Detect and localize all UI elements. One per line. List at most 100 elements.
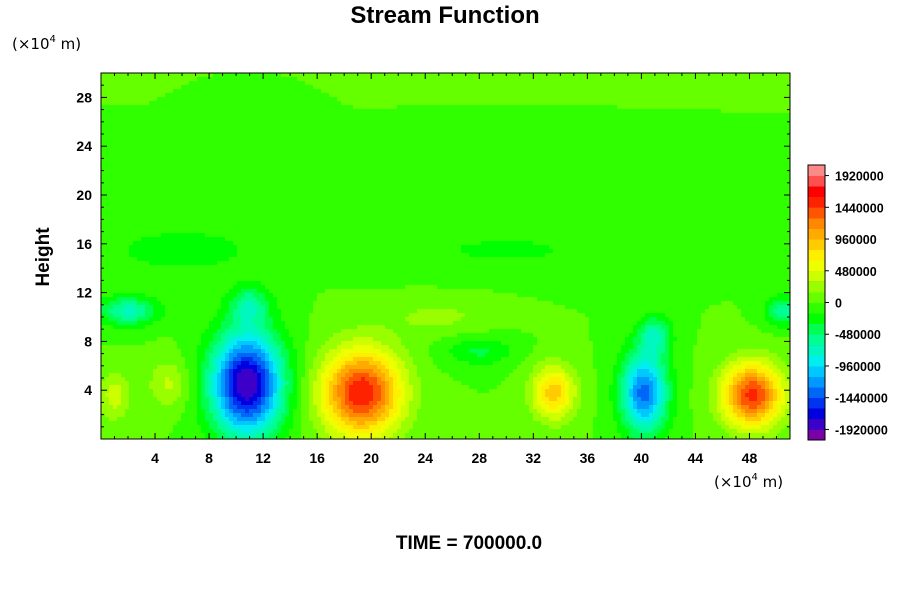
heat-cell: [221, 121, 226, 126]
heat-cell: [397, 97, 402, 102]
heat-cell: [729, 73, 734, 78]
heat-cell: [109, 89, 114, 94]
heat-cell: [549, 137, 554, 142]
heat-cell: [429, 105, 434, 110]
heat-cell: [773, 89, 778, 94]
heat-cell: [165, 125, 170, 130]
heat-cell: [477, 185, 482, 190]
heat-cell: [625, 185, 630, 190]
heat-cell: [649, 97, 654, 102]
heat-cell: [181, 165, 186, 170]
heat-cell: [473, 165, 478, 170]
heat-cell: [305, 185, 310, 190]
heat-cell: [397, 169, 402, 174]
heat-cell: [305, 77, 310, 82]
heat-cell: [357, 105, 362, 110]
heat-cell: [485, 113, 490, 118]
heat-cell: [689, 141, 694, 146]
heat-cell: [189, 165, 194, 170]
heat-cell: [541, 137, 546, 142]
heat-cell: [121, 161, 126, 166]
heat-cell: [737, 149, 742, 154]
heat-cell: [785, 157, 790, 162]
heat-cell: [241, 121, 246, 126]
heat-cell: [493, 161, 498, 166]
heat-cell: [357, 77, 362, 82]
heat-cell: [501, 145, 506, 150]
heat-cell: [433, 93, 438, 98]
heat-cell: [685, 141, 690, 146]
heat-cell: [241, 129, 246, 134]
heat-cell: [689, 145, 694, 150]
heat-cell: [609, 145, 614, 150]
heat-cell: [421, 109, 426, 114]
heat-cell: [617, 129, 622, 134]
heat-cell: [149, 137, 154, 142]
heat-cell: [313, 85, 318, 90]
heat-cell: [461, 129, 466, 134]
heat-cell: [529, 85, 534, 90]
heat-cell: [201, 125, 206, 130]
heat-cell: [285, 129, 290, 134]
heat-cell: [465, 153, 470, 158]
heat-cell: [469, 133, 474, 138]
heat-cell: [517, 73, 522, 78]
heat-cell: [489, 121, 494, 126]
heat-cell: [461, 85, 466, 90]
heat-cell: [357, 73, 362, 78]
heat-cell: [477, 169, 482, 174]
heat-cell: [701, 117, 706, 122]
heat-cell: [461, 141, 466, 146]
heat-cell: [369, 181, 374, 186]
heat-cell: [545, 153, 550, 158]
heat-cell: [521, 165, 526, 170]
heat-cell: [405, 81, 410, 86]
heat-cell: [289, 117, 294, 122]
heat-cell: [381, 121, 386, 126]
heat-cell: [277, 145, 282, 150]
heat-cell: [233, 109, 238, 114]
heat-cell: [201, 153, 206, 158]
heat-cell: [477, 145, 482, 150]
heat-cell: [273, 89, 278, 94]
heat-cell: [521, 125, 526, 130]
heat-cell: [753, 141, 758, 146]
heat-cell: [709, 77, 714, 82]
heat-cell: [577, 109, 582, 114]
heat-cell: [561, 109, 566, 114]
heat-cell: [233, 169, 238, 174]
heat-cell: [773, 169, 778, 174]
heat-cell: [325, 77, 330, 82]
heat-cell: [109, 97, 114, 102]
heat-cell: [601, 153, 606, 158]
heat-cell: [769, 77, 774, 82]
heat-cell: [309, 145, 314, 150]
heat-cell: [633, 153, 638, 158]
heat-cell: [441, 105, 446, 110]
heat-cell: [369, 129, 374, 134]
heat-cell: [577, 173, 582, 178]
heat-cell: [413, 133, 418, 138]
heat-cell: [465, 117, 470, 122]
heat-cell: [417, 73, 422, 78]
heat-cell: [733, 109, 738, 114]
heat-cell: [193, 121, 198, 126]
heat-cell: [781, 121, 786, 126]
heat-cell: [565, 145, 570, 150]
heat-cell: [185, 169, 190, 174]
heat-cell: [545, 161, 550, 166]
heat-cell: [141, 129, 146, 134]
heat-cell: [585, 157, 590, 162]
heat-cell: [365, 113, 370, 118]
heat-cell: [201, 117, 206, 122]
heat-cell: [285, 77, 290, 82]
heat-cell: [765, 133, 770, 138]
heat-cell: [189, 85, 194, 90]
heat-cell: [105, 161, 110, 166]
heat-cell: [553, 121, 558, 126]
heat-cell: [209, 121, 214, 126]
heat-cell: [365, 89, 370, 94]
heat-cell: [713, 137, 718, 142]
heat-cell: [201, 109, 206, 114]
heat-cell: [209, 185, 214, 190]
